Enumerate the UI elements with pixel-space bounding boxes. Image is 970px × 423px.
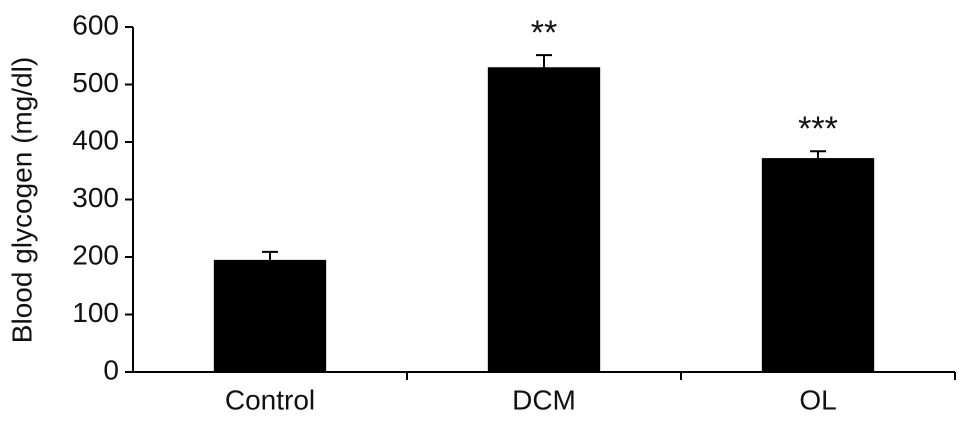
annotation: *** (798, 110, 838, 148)
error-bar (810, 150, 826, 159)
y-tick-label: 100 (72, 297, 119, 328)
y-tick-label: 200 (72, 239, 119, 270)
y-axis-label: Blood glycogen (mg/dl) (6, 57, 37, 343)
y-tick-label: 600 (72, 9, 119, 40)
x-tick-label: Control (225, 384, 315, 415)
error-bar (262, 250, 278, 260)
error-bar (536, 54, 552, 68)
bar (761, 158, 875, 372)
y-tick-label: 0 (103, 354, 119, 385)
annotation: ** (531, 14, 557, 52)
y-tick-label: 300 (72, 182, 119, 213)
x-tick-label: DCM (512, 384, 576, 415)
x-tick-label: OL (799, 384, 836, 415)
bar (213, 259, 327, 372)
bar (487, 67, 601, 372)
y-tick-label: 500 (72, 67, 119, 98)
y-tick-label: 400 (72, 124, 119, 155)
